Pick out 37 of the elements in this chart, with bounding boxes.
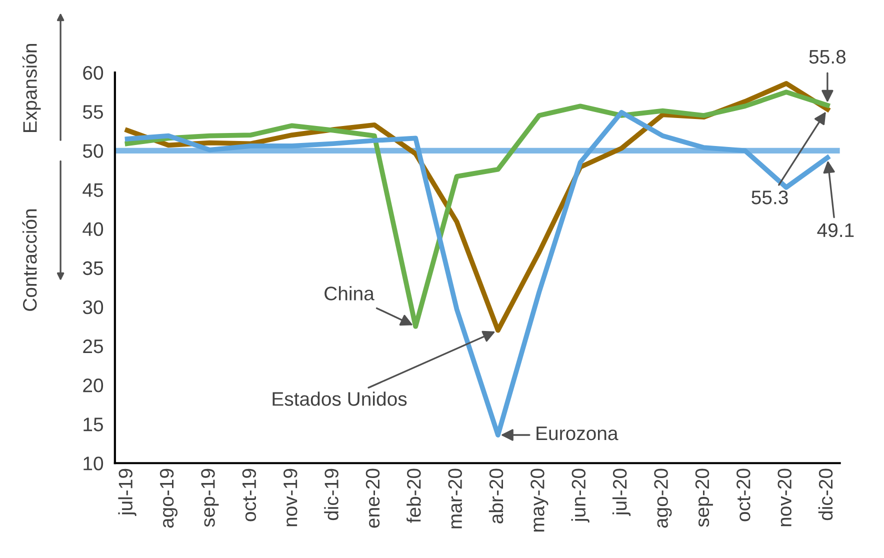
x-tick-label: ago-20 [654, 468, 672, 528]
x-tick-label: jul-20 [612, 468, 631, 516]
annotation: 55.3 [752, 190, 788, 204]
x-tick-label: ene-20 [366, 468, 380, 528]
y-tick-label: 50 [82, 144, 104, 158]
x-tick-label: dic-19 [324, 468, 338, 520]
x-tick-label: oct-20 [736, 468, 750, 522]
x-tick-label: mar-20 [448, 468, 462, 528]
y-tick-label: 60 [83, 66, 104, 80]
y-tick-label: 15 [84, 418, 103, 432]
x-tick-label: oct-19 [242, 468, 256, 522]
x-tick-label: may-20 [530, 468, 548, 532]
text: Expansión [22, 44, 41, 132]
y-tick-label: 30 [82, 300, 104, 314]
y-tick-label: 40 [82, 222, 104, 236]
y-tick-label: 20 [83, 378, 104, 392]
x-tick-label: nov-20 [778, 468, 792, 526]
y-tick-label: 25 [83, 339, 103, 354]
text: Estados Unidos [272, 392, 407, 406]
x-tick-label: feb-20 [406, 468, 421, 523]
x-tick-label: ago-19 [160, 468, 178, 528]
x-tick-label: nov-19 [283, 468, 298, 526]
y-tick-label: 10 [84, 456, 104, 470]
annotation: 49.1 [817, 223, 854, 238]
x-tick-label: jul-19 [118, 468, 136, 516]
y-tick-label: 35 [82, 261, 103, 276]
y-tick-label: 45 [82, 183, 103, 197]
text: Contracción [22, 209, 37, 311]
annotation: 55.8 [809, 50, 846, 64]
x-tick-label: sep-19 [201, 468, 219, 527]
x-tick-label: dic-20 [818, 468, 833, 520]
series-label: China [324, 286, 374, 300]
x-tick-label: abr-20 [488, 468, 504, 524]
x-tick-label: jun-20 [571, 468, 590, 523]
x-tick-label: sep-20 [695, 468, 713, 527]
y-tick-label: 55 [82, 105, 103, 119]
series-label: Eurozona [536, 426, 618, 440]
